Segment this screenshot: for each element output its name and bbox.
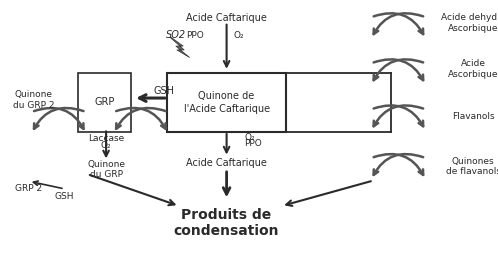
- Text: GSH: GSH: [154, 86, 175, 96]
- Text: PPO: PPO: [186, 31, 204, 40]
- Text: SO2: SO2: [166, 29, 186, 40]
- FancyBboxPatch shape: [79, 73, 130, 132]
- Text: Quinone
du GRP 2: Quinone du GRP 2: [13, 90, 55, 110]
- Text: Acide Caftarique: Acide Caftarique: [186, 13, 267, 23]
- Text: O₂: O₂: [101, 141, 112, 150]
- FancyBboxPatch shape: [167, 73, 286, 132]
- Text: GSH: GSH: [55, 192, 75, 201]
- Text: GRP 2: GRP 2: [15, 184, 42, 194]
- Text: GRP: GRP: [95, 97, 115, 108]
- Text: l'Acide Caftarique: l'Acide Caftarique: [184, 104, 269, 114]
- Text: Acide dehydro
Ascorbique: Acide dehydro Ascorbique: [441, 13, 498, 33]
- Text: Acide Caftarique: Acide Caftarique: [186, 158, 267, 168]
- Text: O₂: O₂: [233, 31, 244, 40]
- Text: Laccase: Laccase: [88, 134, 124, 143]
- Text: Acide
Ascorbique: Acide Ascorbique: [448, 59, 498, 79]
- Polygon shape: [170, 37, 190, 58]
- Text: Quinone
du GRP: Quinone du GRP: [87, 160, 125, 179]
- Text: Quinones
de flavanols: Quinones de flavanols: [446, 157, 498, 176]
- Text: PPO: PPO: [244, 139, 262, 148]
- Text: Quinone de: Quinone de: [199, 91, 254, 101]
- Text: Produits de
condensation: Produits de condensation: [174, 208, 279, 238]
- Text: Flavanols: Flavanols: [452, 112, 495, 121]
- Text: O₂: O₂: [244, 133, 254, 142]
